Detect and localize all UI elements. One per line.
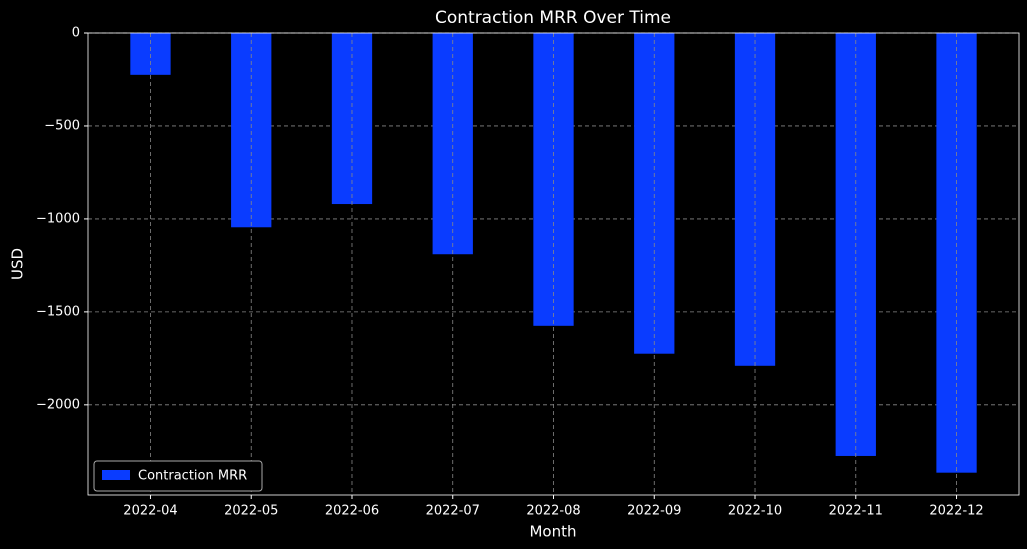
- x-tick-label: 2022-10: [728, 504, 782, 519]
- legend: Contraction MRR: [93, 460, 263, 492]
- y-tick-label: −500: [44, 118, 80, 133]
- y-tick-label: −2000: [36, 397, 80, 412]
- bar: [634, 33, 675, 354]
- bar: [130, 33, 171, 75]
- x-tick-label: 2022-08: [526, 504, 580, 519]
- chart-title: Contraction MRR Over Time: [435, 8, 671, 28]
- bar: [734, 33, 776, 366]
- x-tick-label: 2022-04: [123, 504, 177, 519]
- x-tick-label: 2022-06: [325, 504, 379, 519]
- x-tick-label: 2022-07: [426, 504, 480, 519]
- y-tick-label: 0: [72, 26, 80, 41]
- y-tick-label: −1000: [36, 211, 80, 226]
- plot-frame: [87, 32, 1020, 496]
- y-axis-label: USD: [9, 248, 27, 280]
- y-tick-label: −1500: [36, 304, 80, 319]
- x-axis-label: Month: [529, 523, 576, 541]
- x-tick-label: 2022-11: [829, 504, 883, 519]
- x-tick-label: 2022-09: [627, 504, 681, 519]
- x-tick-label: 2022-12: [929, 504, 983, 519]
- legend-swatch: [102, 470, 130, 480]
- legend-label: Contraction MRR: [138, 469, 247, 484]
- x-tick-label: 2022-05: [224, 504, 278, 519]
- bar: [533, 33, 574, 326]
- legend-frame: [93, 460, 263, 492]
- bar: [432, 33, 473, 255]
